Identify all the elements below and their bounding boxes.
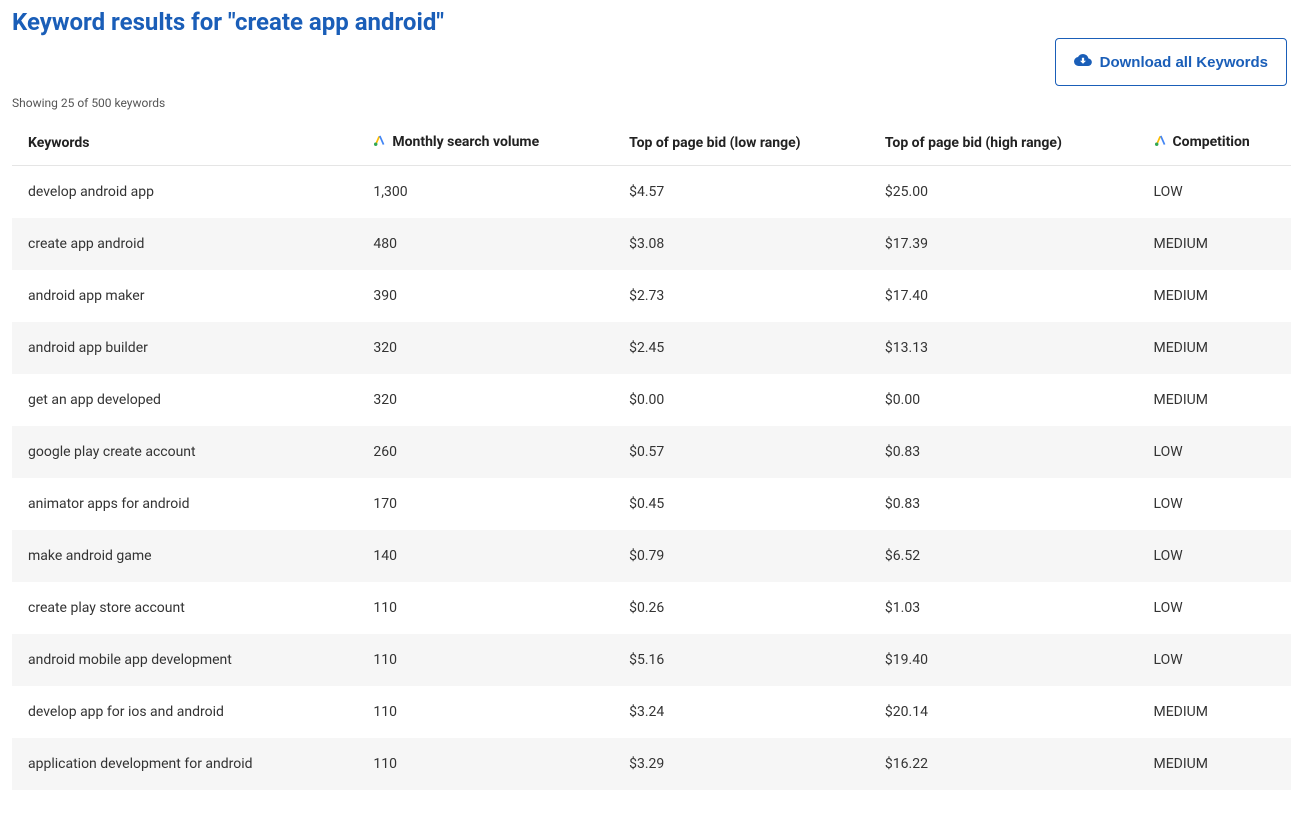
cell-high-bid: $13.13 <box>869 322 1138 374</box>
table-row[interactable]: android app builder320$2.45$13.13MEDIUM <box>12 322 1291 374</box>
cell-keyword: android app maker <box>12 270 357 322</box>
cell-keyword: develop android app <box>12 166 357 219</box>
cell-high-bid: $19.40 <box>869 634 1138 686</box>
table-row[interactable]: animator apps for android170$0.45$0.83LO… <box>12 478 1291 530</box>
cell-high-bid: $20.14 <box>869 686 1138 738</box>
cell-keyword: develop app for ios and android <box>12 686 357 738</box>
column-header-keywords[interactable]: Keywords <box>12 120 357 166</box>
cell-high-bid: $1.03 <box>869 582 1138 634</box>
cell-volume: 320 <box>357 374 613 426</box>
table-row[interactable]: develop android app1,300$4.57$25.00LOW <box>12 166 1291 219</box>
cell-low-bid: $4.57 <box>613 166 869 219</box>
cell-competition: LOW <box>1138 582 1292 634</box>
cell-volume: 110 <box>357 686 613 738</box>
column-header-volume-label: Monthly search volume <box>392 134 539 150</box>
cell-high-bid: $17.40 <box>869 270 1138 322</box>
cell-volume: 260 <box>357 426 613 478</box>
cell-competition: MEDIUM <box>1138 270 1292 322</box>
cell-low-bid: $3.24 <box>613 686 869 738</box>
cell-keyword: animator apps for android <box>12 478 357 530</box>
cell-keyword: android app builder <box>12 322 357 374</box>
cell-high-bid: $0.00 <box>869 374 1138 426</box>
google-ads-icon <box>1154 134 1167 151</box>
google-ads-icon <box>373 134 386 151</box>
download-keywords-button[interactable]: Download all Keywords <box>1055 38 1287 86</box>
cell-volume: 110 <box>357 582 613 634</box>
cell-high-bid: $17.39 <box>869 218 1138 270</box>
keywords-table: Keywords Monthly search volume Top of pa… <box>12 120 1291 790</box>
download-keywords-label: Download all Keywords <box>1100 54 1268 71</box>
cell-low-bid: $0.57 <box>613 426 869 478</box>
cell-low-bid: $3.08 <box>613 218 869 270</box>
cell-high-bid: $6.52 <box>869 530 1138 582</box>
column-header-volume[interactable]: Monthly search volume <box>357 120 613 166</box>
cell-volume: 480 <box>357 218 613 270</box>
column-header-competition[interactable]: Competition <box>1138 120 1292 166</box>
cell-competition: MEDIUM <box>1138 686 1292 738</box>
page-title: Keyword results for "create app android" <box>12 8 444 36</box>
table-row[interactable]: google play create account260$0.57$0.83L… <box>12 426 1291 478</box>
cell-keyword: android mobile app development <box>12 634 357 686</box>
cell-competition: MEDIUM <box>1138 322 1292 374</box>
cell-high-bid: $25.00 <box>869 166 1138 219</box>
cell-high-bid: $0.83 <box>869 478 1138 530</box>
cell-competition: LOW <box>1138 530 1292 582</box>
cell-high-bid: $16.22 <box>869 738 1138 790</box>
cell-low-bid: $0.45 <box>613 478 869 530</box>
cell-low-bid: $0.26 <box>613 582 869 634</box>
cell-low-bid: $2.73 <box>613 270 869 322</box>
column-header-competition-label: Competition <box>1173 134 1250 150</box>
table-row[interactable]: get an app developed320$0.00$0.00MEDIUM <box>12 374 1291 426</box>
cell-volume: 170 <box>357 478 613 530</box>
cell-competition: LOW <box>1138 478 1292 530</box>
cell-low-bid: $0.00 <box>613 374 869 426</box>
column-header-high-bid[interactable]: Top of page bid (high range) <box>869 120 1138 166</box>
cell-keyword: application development for android <box>12 738 357 790</box>
cell-volume: 110 <box>357 738 613 790</box>
table-row[interactable]: create app android480$3.08$17.39MEDIUM <box>12 218 1291 270</box>
cell-volume: 140 <box>357 530 613 582</box>
table-row[interactable]: android app maker390$2.73$17.40MEDIUM <box>12 270 1291 322</box>
cloud-download-icon <box>1074 51 1092 73</box>
showing-count-text: Showing 25 of 500 keywords <box>12 96 1291 110</box>
cell-keyword: create app android <box>12 218 357 270</box>
cell-keyword: get an app developed <box>12 374 357 426</box>
column-header-low-bid[interactable]: Top of page bid (low range) <box>613 120 869 166</box>
table-row[interactable]: develop app for ios and android110$3.24$… <box>12 686 1291 738</box>
cell-volume: 110 <box>357 634 613 686</box>
table-row[interactable]: android mobile app development110$5.16$1… <box>12 634 1291 686</box>
cell-volume: 1,300 <box>357 166 613 219</box>
cell-keyword: google play create account <box>12 426 357 478</box>
cell-low-bid: $2.45 <box>613 322 869 374</box>
table-row[interactable]: create play store account110$0.26$1.03LO… <box>12 582 1291 634</box>
table-row[interactable]: application development for android110$3… <box>12 738 1291 790</box>
cell-high-bid: $0.83 <box>869 426 1138 478</box>
cell-competition: MEDIUM <box>1138 738 1292 790</box>
cell-competition: LOW <box>1138 166 1292 219</box>
cell-low-bid: $5.16 <box>613 634 869 686</box>
cell-keyword: make android game <box>12 530 357 582</box>
cell-volume: 320 <box>357 322 613 374</box>
cell-competition: MEDIUM <box>1138 218 1292 270</box>
cell-keyword: create play store account <box>12 582 357 634</box>
cell-volume: 390 <box>357 270 613 322</box>
cell-competition: LOW <box>1138 426 1292 478</box>
cell-low-bid: $0.79 <box>613 530 869 582</box>
cell-competition: LOW <box>1138 634 1292 686</box>
table-row[interactable]: make android game140$0.79$6.52LOW <box>12 530 1291 582</box>
cell-competition: MEDIUM <box>1138 374 1292 426</box>
cell-low-bid: $3.29 <box>613 738 869 790</box>
